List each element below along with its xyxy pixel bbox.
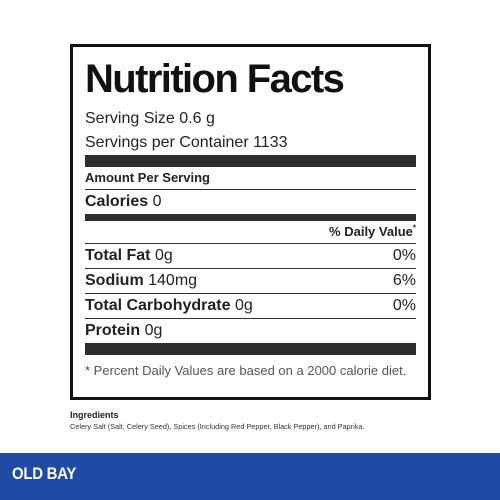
nutrient-name: Total Carbohydrate: [85, 297, 231, 314]
thin-divider: [85, 243, 416, 244]
daily-value-header: % Daily Value*: [329, 221, 416, 243]
nutrient-name: Sodium: [85, 272, 144, 289]
nutrient-dv: 6%: [392, 272, 416, 289]
thin-divider: [85, 293, 416, 294]
brand-bar: OLD BAY: [0, 453, 500, 500]
calories-value: 0: [152, 193, 162, 210]
nutrient-amount: 140mg: [148, 272, 198, 289]
nutrient-row-total-carbohydrate: Total Carbohydrate 0g 0%: [85, 294, 416, 318]
nutrient-row-total-fat: Total Fat 0g 0%: [85, 244, 416, 268]
calories-row: Calories 0: [85, 190, 416, 214]
nutrient-row-sodium: Sodium 140mg 6%: [85, 269, 416, 293]
servings-per-container: Servings per Container 1133: [85, 134, 288, 151]
nutrient-dv: 0%: [392, 247, 416, 264]
nutrient-row-protein: Protein 0g: [85, 319, 416, 343]
nutrient-label: Sodium 140mg: [85, 269, 197, 293]
nutrient-label: Total Fat 0g: [85, 244, 173, 268]
nutrient-dv: 0%: [392, 297, 416, 314]
daily-value-asterisk: *: [412, 223, 416, 233]
nutrient-name: Protein: [85, 322, 141, 339]
nutrient-amount: 0g: [234, 297, 253, 314]
nutrient-amount: 0g: [154, 247, 173, 264]
serving-size: Serving Size 0.6 g: [85, 110, 215, 127]
thin-divider: [85, 318, 416, 319]
calories-label: Calories: [85, 193, 149, 210]
calories-text: Calories 0: [85, 190, 162, 214]
medium-divider: [85, 214, 416, 221]
nutrient-amount: 0g: [144, 322, 163, 339]
nutrient-label: Protein 0g: [85, 319, 162, 343]
ingredients-section: Ingredients Celery Salt (Salt, Celery Se…: [70, 409, 450, 433]
amount-per-serving: Amount Per Serving: [85, 170, 210, 185]
nutrient-name: Total Fat: [85, 247, 151, 264]
nutrition-facts-title: Nutrition Facts: [85, 57, 345, 101]
daily-value-header-row: % Daily Value*: [85, 221, 416, 243]
thin-divider: [85, 268, 416, 269]
nutrition-facts-panel: Nutrition Facts Serving Size 0.6 g Servi…: [70, 44, 431, 400]
thick-divider: [85, 155, 416, 167]
thin-divider: [85, 189, 416, 190]
nutrient-label: Total Carbohydrate 0g: [85, 294, 253, 318]
daily-value-footnote: * Percent Daily Values are based on a 20…: [85, 363, 407, 378]
daily-value-header-text: % Daily Value: [329, 224, 413, 239]
brand-logo: OLD BAY: [12, 464, 77, 483]
ingredients-heading: Ingredients: [70, 410, 119, 420]
ingredients-text: Celery Salt (Salt, Celery Seed), Spices …: [70, 422, 365, 431]
thick-divider: [85, 343, 416, 355]
